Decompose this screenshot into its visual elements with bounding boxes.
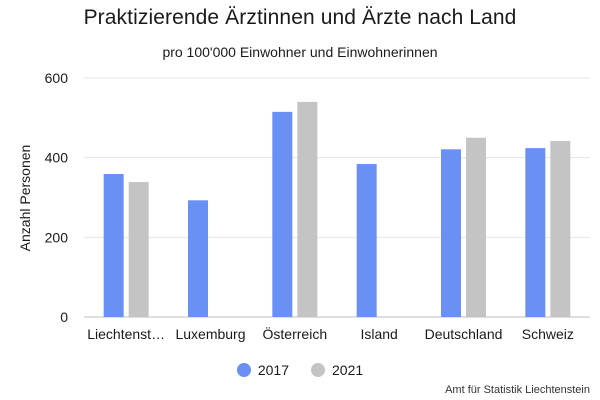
source-credit: Amt für Statistik Liechtenstein bbox=[445, 384, 590, 396]
bar-2021-2 bbox=[297, 101, 318, 318]
legend-item-2021[interactable]: 2021 bbox=[311, 362, 363, 378]
x-tick-label: Deutschland bbox=[425, 326, 503, 342]
y-axis-label: Anzahl Personen bbox=[17, 145, 33, 252]
x-tick-label: Island bbox=[360, 326, 397, 342]
bar-2017-2 bbox=[272, 111, 293, 317]
x-tick-label: Luxemburg bbox=[175, 326, 245, 342]
legend-marker-2021 bbox=[311, 363, 325, 377]
chart-title: Praktizierende Ärztinnen und Ärzte nach … bbox=[83, 6, 517, 29]
bar-2017-1 bbox=[188, 200, 208, 317]
bar-2017-4 bbox=[441, 149, 461, 317]
legend: 2017 2021 bbox=[0, 362, 600, 378]
bar-2017-5 bbox=[525, 148, 546, 317]
x-tick-label: Österreich bbox=[263, 325, 328, 342]
y-tick-label: 0 bbox=[60, 309, 68, 325]
y-tick-label: 600 bbox=[45, 70, 69, 86]
y-tick-label: 400 bbox=[45, 150, 69, 166]
legend-marker-2017 bbox=[236, 363, 251, 377]
bar-2021-0 bbox=[128, 181, 149, 317]
chart-subtitle: pro 100'000 Einwohner und Einwohnerinnen bbox=[162, 44, 438, 60]
bar-2017-0 bbox=[103, 173, 124, 317]
y-tick-label: 200 bbox=[45, 229, 69, 245]
legend-label-2021: 2021 bbox=[332, 362, 364, 378]
x-tick-label: Liechtenst… bbox=[87, 326, 165, 342]
bar-2021-4 bbox=[466, 137, 486, 317]
legend-label-2017: 2017 bbox=[257, 362, 289, 378]
bar-2017-3 bbox=[356, 164, 377, 317]
x-tick-label: Schweiz bbox=[522, 326, 574, 342]
bar-2021-5 bbox=[550, 140, 571, 317]
legend-item-2017[interactable]: 2017 bbox=[236, 362, 289, 378]
